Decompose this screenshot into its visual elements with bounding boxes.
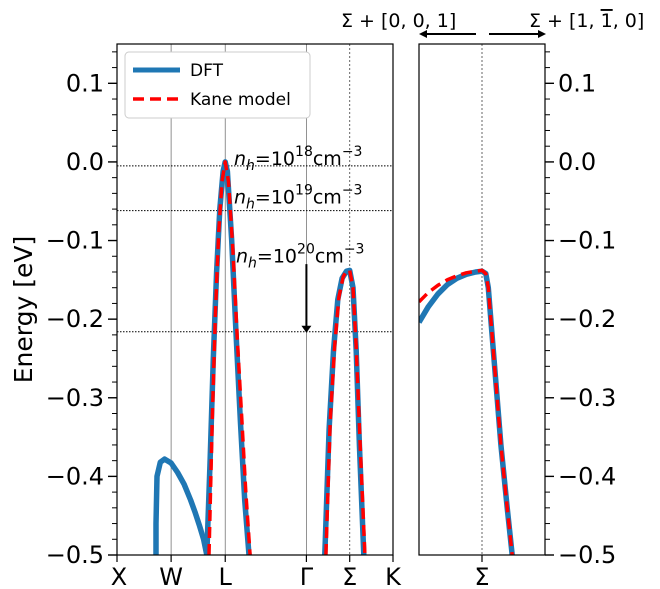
legend-dft-label: DFT <box>190 61 224 81</box>
right-panel: 0.1 0.0 −0.1 −0.2 −0.3 −0.4 −0.5 Σ Σ + [0, 0, 1]… <box>341 10 644 589</box>
y-tick-label: 0.0 <box>66 148 104 176</box>
left-panel: nh=1018cm−3 nh=1019cm−3 nh=1020cm−3 0.1 0.0 −… <box>46 43 402 589</box>
y-axis-label: Energy [eV] <box>9 236 38 383</box>
carrier-density-label: nh=1020cm−3 <box>236 242 364 272</box>
kane-model-line <box>207 160 252 555</box>
legend-kane-label: Kane model <box>190 90 291 110</box>
x-tick-label: Σ <box>474 563 489 589</box>
legend: DFT Kane model <box>124 51 311 119</box>
y-tick-label: −0.4 <box>558 462 616 490</box>
y-tick-label: −0.3 <box>558 384 616 412</box>
x-tick-label: Γ <box>300 563 314 589</box>
y-tick-label: 0.0 <box>558 148 596 176</box>
y-tick-label: 0.1 <box>66 69 104 97</box>
y-tick-label: −0.3 <box>46 384 104 412</box>
dft-band-line <box>419 268 515 555</box>
x-tick-label: L <box>219 563 233 589</box>
kane-model-line <box>419 268 514 555</box>
y-tick-label: −0.5 <box>558 541 616 569</box>
dft-band-line <box>153 456 210 555</box>
x-tick-label: K <box>385 563 402 589</box>
series-group <box>419 268 515 555</box>
direction-label-right: Σ + [1, 1, 0] <box>529 10 644 32</box>
y-tick-label: 0.1 <box>558 69 596 97</box>
y-tick-label: −0.1 <box>558 227 616 255</box>
x-tick-label: Σ <box>342 563 357 589</box>
left-axes-frame <box>116 43 394 556</box>
x-tick-label: W <box>159 563 183 589</box>
y-tick-label: −0.5 <box>46 541 104 569</box>
x-tick-label: X <box>111 563 127 589</box>
kane-model-line <box>324 268 367 555</box>
direction-arrowhead-right <box>538 30 546 38</box>
y-tick-label: −0.2 <box>46 305 104 333</box>
y-tick-label: −0.4 <box>46 462 104 490</box>
direction-arrowhead-left <box>419 30 427 38</box>
carrier-density-label: nh=1019cm−3 <box>234 183 362 213</box>
y-tick-label: −0.2 <box>558 305 616 333</box>
y-tick-label: −0.1 <box>46 227 104 255</box>
series-group <box>153 159 367 555</box>
direction-label-left: Σ + [0, 0, 1] <box>341 10 456 32</box>
arrow-head <box>301 325 312 333</box>
carrier-density-label: nh=1018cm−3 <box>234 144 362 174</box>
